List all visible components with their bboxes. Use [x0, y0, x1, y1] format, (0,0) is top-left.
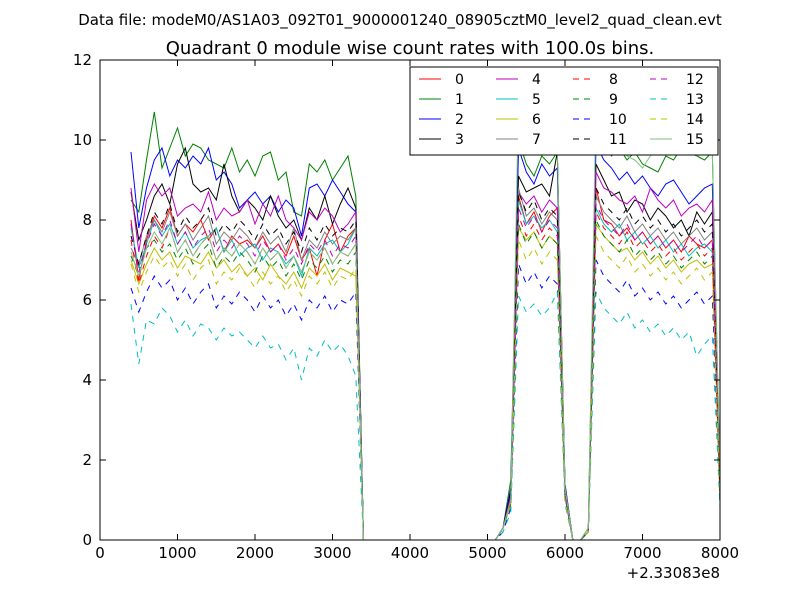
x-tick-label: 3000: [313, 544, 351, 562]
x-tick-label: 2000: [236, 544, 274, 562]
x-tick-label: 1000: [158, 544, 196, 562]
x-tick-label: 5000: [468, 544, 506, 562]
series-line-12: [130, 203, 721, 541]
x-tick-label: 6000: [546, 544, 584, 562]
legend-label-8: 8: [609, 72, 618, 88]
series-line-4: [130, 171, 721, 541]
legend-label-12: 12: [686, 72, 704, 88]
x-offset-label: +2.33083e8: [627, 564, 720, 582]
suptitle: Data file: modeM0/AS1A03_092T01_90000012…: [78, 11, 722, 30]
legend-label-15: 15: [686, 132, 704, 148]
legend-label-5: 5: [532, 92, 541, 108]
legend-box: [409, 66, 719, 156]
series-line-11: [130, 187, 721, 541]
legend-label-11: 11: [609, 132, 627, 148]
series-line-2: [130, 143, 721, 541]
axes: 0 1000 2000 3000 4000 5000 6000 7000 80000246810…: [73, 51, 739, 562]
series-line-14: [130, 235, 721, 541]
x-tick-label: 7000: [623, 544, 661, 562]
legend-label-0: 0: [455, 72, 464, 88]
legend-label-9: 9: [609, 92, 618, 108]
x-tick-label: 4000: [391, 544, 429, 562]
y-tick-label: 10: [73, 131, 92, 149]
chart-title: Quadrant 0 module wise count rates with …: [166, 38, 655, 59]
series-line-15: [130, 95, 721, 541]
y-tick-label: 12: [73, 51, 92, 69]
legend-label-13: 13: [686, 92, 704, 108]
legend-label-3: 3: [455, 132, 464, 148]
legend-label-14: 14: [686, 112, 704, 128]
series-line-8: [130, 211, 721, 541]
x-tick-label: 8000: [701, 544, 739, 562]
y-tick-label: 4: [82, 371, 92, 389]
legend-label-6: 6: [532, 112, 541, 128]
y-tick-label: 0: [82, 531, 92, 549]
series-line-9: [130, 219, 721, 541]
legend-label-1: 1: [455, 92, 464, 108]
y-tick-label: 2: [82, 451, 92, 469]
y-tick-label: 6: [82, 291, 92, 309]
series-line-3: [130, 146, 721, 541]
series-line-10: [130, 259, 721, 541]
y-tick-label: 8: [82, 211, 92, 229]
x-tick-label: 0: [95, 544, 105, 562]
legend-label-7: 7: [532, 132, 541, 148]
legend-label-10: 10: [609, 112, 627, 128]
legend-label-2: 2: [455, 112, 464, 128]
series-line-5: [130, 199, 721, 541]
legend-label-4: 4: [532, 72, 541, 88]
plot-lines: [130, 95, 721, 541]
series-line-6: [130, 222, 721, 541]
series-line-13: [130, 291, 721, 541]
